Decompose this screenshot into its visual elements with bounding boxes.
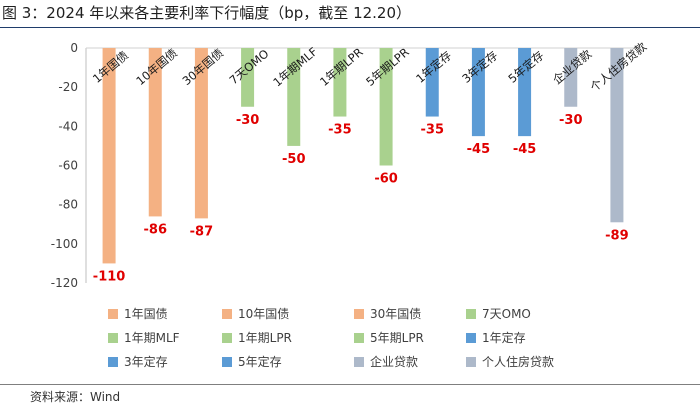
legend-label: 1年期MLF bbox=[124, 331, 180, 345]
bar bbox=[518, 48, 532, 137]
legend-swatch bbox=[108, 333, 118, 343]
bar bbox=[194, 48, 208, 219]
legend-label: 企业贷款 bbox=[370, 354, 418, 369]
y-tick-label: -100 bbox=[51, 237, 78, 251]
bar bbox=[425, 48, 439, 117]
legend-label: 3年定存 bbox=[124, 354, 168, 369]
data-label: -89 bbox=[605, 228, 629, 243]
data-label: -30 bbox=[236, 113, 260, 128]
y-tick-label: 0 bbox=[70, 41, 78, 55]
bar bbox=[379, 48, 393, 166]
legend-swatch bbox=[354, 357, 364, 367]
bar bbox=[333, 48, 347, 117]
legend-label: 5年定存 bbox=[238, 354, 282, 369]
data-label: -50 bbox=[282, 152, 306, 167]
legend-swatch bbox=[108, 309, 118, 319]
legend-swatch bbox=[466, 333, 476, 343]
legend-label: 1年国债 bbox=[124, 307, 168, 321]
data-label: -45 bbox=[467, 142, 491, 157]
bar bbox=[241, 48, 255, 107]
legend-swatch bbox=[354, 333, 364, 343]
y-tick-label: -40 bbox=[58, 119, 78, 133]
legend-swatch bbox=[354, 309, 364, 319]
source-rule bbox=[0, 384, 700, 385]
legend-swatch bbox=[466, 357, 476, 367]
bar bbox=[564, 48, 578, 107]
legend-label: 30年国债 bbox=[370, 307, 421, 321]
legend-label: 10年国债 bbox=[238, 307, 289, 321]
legend-swatch bbox=[108, 357, 118, 367]
y-tick-label: -60 bbox=[58, 159, 78, 173]
title-rule bbox=[0, 27, 700, 28]
legend-label: 7天OMO bbox=[482, 307, 531, 321]
legend-label: 1年期LPR bbox=[238, 331, 292, 345]
data-label: -86 bbox=[144, 222, 168, 237]
y-tick-label: -120 bbox=[51, 276, 78, 290]
bar bbox=[102, 48, 116, 264]
legend-swatch bbox=[222, 309, 232, 319]
bar bbox=[610, 48, 624, 223]
chart-title: 图 3：2024 年以来各主要利率下行幅度（bp，截至 12.20） bbox=[2, 4, 412, 22]
bar bbox=[148, 48, 162, 217]
legend-swatch bbox=[222, 333, 232, 343]
legend-label: 5年期LPR bbox=[370, 331, 424, 345]
legend-label: 个人住房贷款 bbox=[482, 354, 554, 369]
legend-swatch bbox=[466, 309, 476, 319]
source-note: 资料来源：Wind bbox=[30, 390, 121, 404]
data-label: -35 bbox=[328, 123, 352, 138]
y-tick-label: -80 bbox=[58, 198, 78, 212]
data-label: -60 bbox=[374, 172, 398, 187]
bar bbox=[471, 48, 485, 137]
legend-swatch bbox=[222, 357, 232, 367]
data-label: -35 bbox=[421, 123, 445, 138]
y-tick-label: -20 bbox=[58, 80, 78, 94]
data-label: -45 bbox=[513, 142, 537, 157]
bar bbox=[287, 48, 301, 146]
data-label: -30 bbox=[559, 113, 583, 128]
data-label: -87 bbox=[190, 224, 214, 239]
legend-label: 1年定存 bbox=[482, 330, 526, 345]
data-label: -110 bbox=[93, 269, 126, 284]
